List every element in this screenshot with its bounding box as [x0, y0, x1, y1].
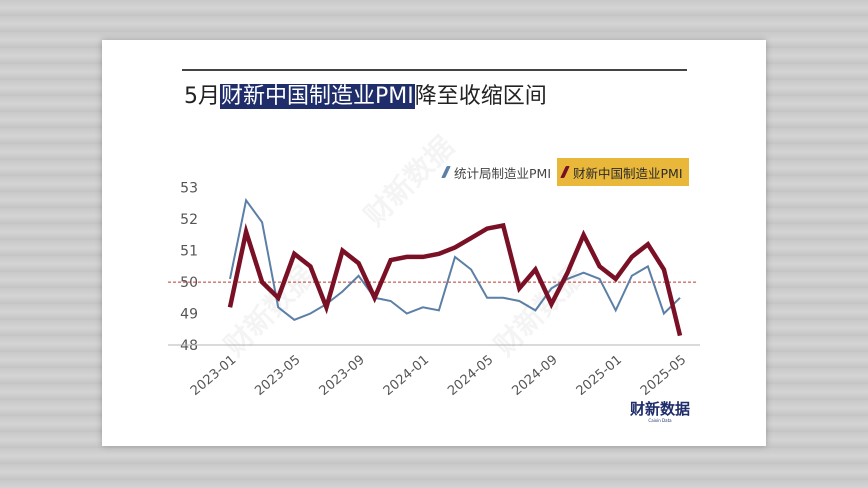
x-tick-label: 2023-01	[188, 353, 239, 399]
title-rule	[182, 69, 687, 71]
y-tick-label: 52	[180, 212, 198, 228]
legend-label-caixin: 财新中国制造业PMI	[573, 165, 683, 181]
line-chart: 48 49 50 51 52 53 2023-01 2023-05 2023-09 2024-01…	[168, 181, 700, 399]
logo-subtext: Caixin Data	[648, 418, 672, 423]
y-tick-label: 49	[180, 307, 198, 323]
y-tick-label: 48	[180, 338, 198, 354]
title-highlight: 财新中国制造业PMI	[220, 84, 415, 109]
legend-item-caixin[interactable]: 财新中国制造业PMI	[557, 158, 689, 186]
x-tick-label: 2023-09	[317, 353, 368, 399]
series-line-nbs	[229, 197, 681, 321]
y-tick-label: 53	[180, 181, 198, 197]
x-tick-label: 2025-05	[638, 353, 689, 399]
y-tick-label: 51	[180, 244, 198, 260]
y-tick-label: 50	[180, 275, 198, 291]
legend-item-nbs[interactable]: 统计局制造业PMI	[438, 158, 557, 186]
x-tick-label: 2024-05	[445, 353, 496, 399]
legend: 统计局制造业PMI 财新中国制造业PMI	[438, 158, 689, 186]
legend-label-nbs: 统计局制造业PMI	[454, 165, 552, 181]
chart-card: 财新数据 财新数据 财新数据 5月财新中国制造业PMI降至收缩区间 统计局制造业…	[102, 40, 766, 446]
title-suffix: 降至收缩区间	[414, 84, 547, 109]
x-tick-label: 2025-01	[574, 353, 625, 399]
x-tick-label: 2023-05	[252, 353, 303, 399]
logo-text: 财新数据	[630, 400, 691, 418]
title-prefix: 5月	[184, 84, 220, 109]
x-tick-label: 2024-01	[381, 353, 432, 399]
caixin-data-logo: 财新数据 Caixin Data	[630, 398, 690, 423]
chart-title: 5月财新中国制造业PMI降至收缩区间	[184, 78, 547, 110]
series-line-caixin	[227, 222, 683, 337]
x-tick-label: 2024-09	[509, 353, 560, 399]
